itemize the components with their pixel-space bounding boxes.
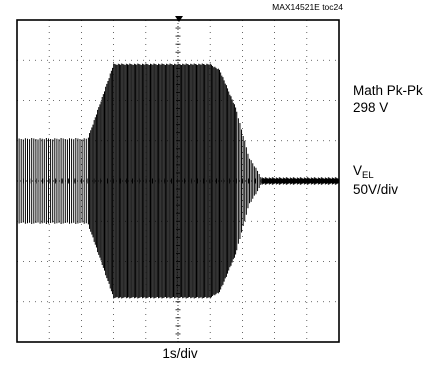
trigger-marker-icon	[175, 16, 183, 22]
math-measure-label: Math Pk-Pk	[353, 83, 423, 98]
channel-label-subscript: EL	[362, 170, 374, 181]
channel-label: VEL	[353, 162, 374, 184]
channel-scale: 50V/div	[353, 182, 399, 197]
trace-noise-band	[261, 179, 339, 183]
figure-id: MAX14521E toc24	[272, 2, 343, 12]
channel-label-main: V	[353, 163, 363, 178]
math-measure-value: 298 V	[353, 100, 389, 115]
time-scale: 1s/div	[162, 346, 198, 361]
v-el-trace	[16, 63, 339, 299]
